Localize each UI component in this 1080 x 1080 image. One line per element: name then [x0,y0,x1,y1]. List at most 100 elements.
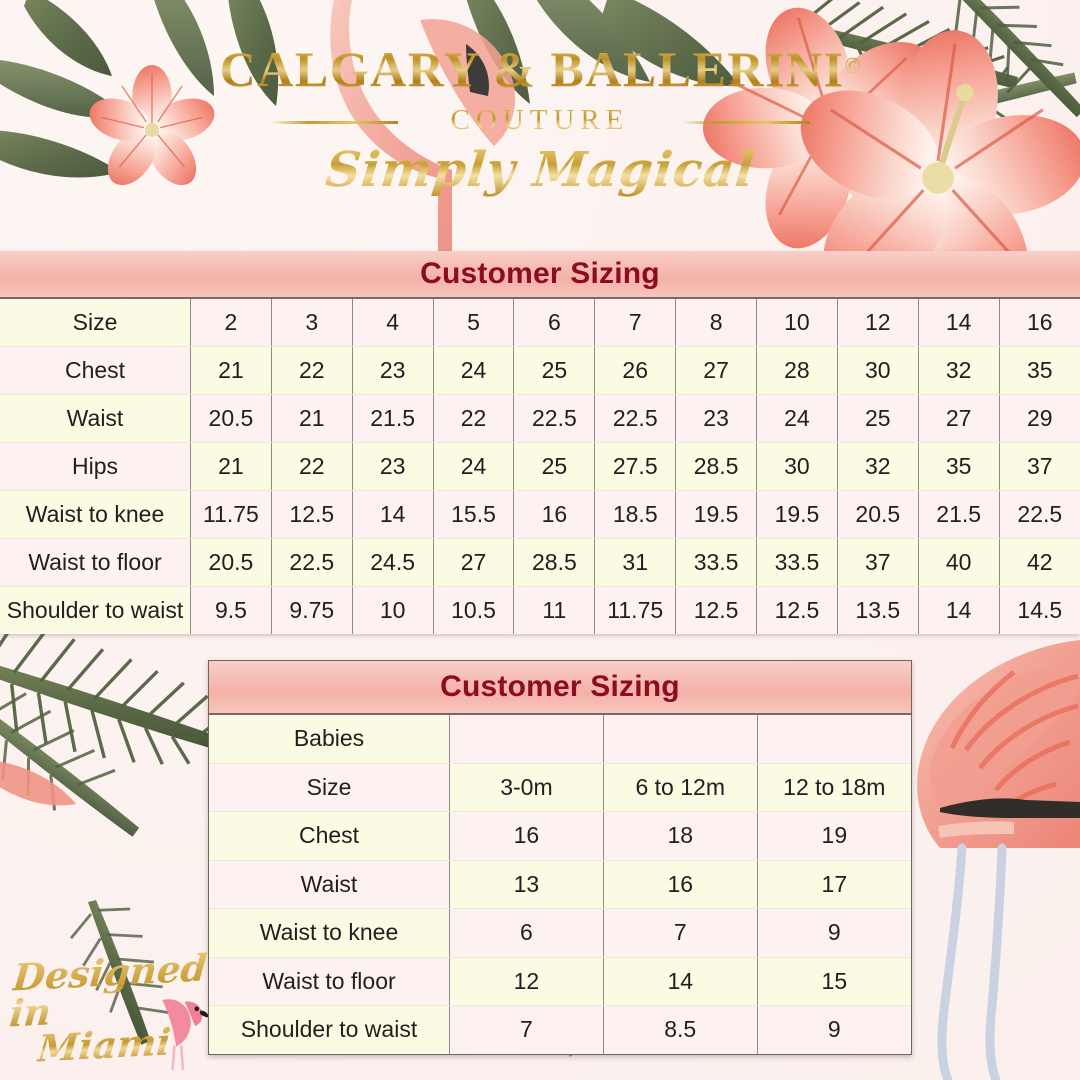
table-cell: 11.75 [190,490,272,539]
brand-subtitle: COUTURE [450,104,630,136]
table-cell [603,715,758,764]
table-cell: 24 [433,346,515,395]
table-cell: 14 [918,299,1000,347]
table-cell: 3-0m [449,763,604,812]
row-label: Chest [209,811,450,861]
table-cell [449,715,604,764]
table-cell: 37 [999,442,1080,491]
brand-tagline: Simply Magical [323,142,758,198]
table-row: Chest 16 18 19 [209,811,911,861]
table-cell: 9 [757,1005,911,1054]
table-cell: 23 [675,394,758,443]
table-row: Waist to floor 12 14 15 [209,957,911,1006]
table-cell: 22.5 [999,490,1080,539]
table-cell: 13.5 [837,586,919,634]
table-cell: 11.75 [594,586,677,634]
row-label: Waist to floor [209,957,450,1006]
table-cell: 22.5 [513,394,596,443]
table-row: Babies [209,715,911,764]
table-cell: 16 [999,299,1080,347]
brand-header: CALGARY & BALLERINI© COUTURE Simply Magi… [0,0,1080,250]
table-cell: 21.5 [918,490,1000,539]
table-cell: 20.5 [837,490,919,539]
table-cell: 7 [603,908,758,958]
couture-row: COUTURE [0,104,1080,138]
table-cell: 21 [190,346,272,395]
row-label: Hips [0,442,191,491]
table-cell: 19.5 [756,490,838,539]
row-label: Shoulder to waist [209,1005,450,1054]
table-cell: 11 [513,586,596,634]
table-row: Waist to knee 6 7 9 [209,908,911,958]
divider-rule-left [270,121,398,124]
table-cell: 20.5 [190,538,272,587]
table-cell: 14 [603,957,758,1006]
table-cell: 35 [999,346,1080,395]
table-cell: 28 [756,346,838,395]
table-cell: 28.5 [675,442,758,491]
table-cell: 6 to 12m [603,763,758,812]
divider-rule-right [682,121,810,124]
table-cell: 13 [449,860,604,909]
table-row: Size 2 3 4 5 6 7 8 10 12 14 16 [0,299,1080,347]
row-label: Babies [209,715,450,764]
table-cell: 5 [433,299,515,347]
table-cell: 23 [352,346,434,395]
table-cell: 15.5 [433,490,515,539]
table-cell: 16 [449,811,604,861]
table-cell: 33.5 [675,538,758,587]
main-sizing-table: Customer Sizing Size 2 3 4 5 6 7 8 10 12 14 16 Chest… [0,251,1080,634]
table-cell: 32 [918,346,1000,395]
table-cell: 21 [190,442,272,491]
table-cell: 27 [433,538,515,587]
table-row: Shoulder to waist 9.5 9.75 10 10.5 11 11.75 12.… [0,586,1080,634]
table-cell: 31 [594,538,677,587]
brand-tagline-wrap: Simply Magical [0,138,1080,198]
row-label: Waist to knee [209,908,450,958]
table-cell: 10.5 [433,586,515,634]
brand-name: CALGARY & BALLERINI© [220,44,861,94]
flamingo-bottom-right [917,640,1080,1080]
table-row: Waist 20.5 21 21.5 22 22.5 22.5 23 24 25 27 29 [0,394,1080,443]
table-cell: 9 [757,908,911,958]
table-cell: 14.5 [999,586,1080,634]
table-cell: 25 [837,394,919,443]
table-cell: 23 [352,442,434,491]
table-cell: 25 [513,442,596,491]
table-cell: 2 [190,299,272,347]
table-cell: 37 [837,538,919,587]
table-cell: 19 [757,811,911,861]
table-row: Shoulder to waist 7 8.5 9 [209,1005,911,1054]
table-cell: 35 [918,442,1000,491]
row-label: Waist to floor [0,538,191,587]
brand-tagline-text: Simply Magical [322,142,758,198]
table-cell: 12 to 18m [757,763,911,812]
table-cell: 25 [513,346,596,395]
row-label: Size [0,299,191,347]
table-row: Waist to floor 20.5 22.5 24.5 27 28.5 31 33.5 33… [0,538,1080,587]
table-cell: 21 [271,394,353,443]
table-cell: 12.5 [675,586,758,634]
babies-table-title: Customer Sizing [209,661,911,715]
table-cell: 42 [999,538,1080,587]
table-cell: 17 [757,860,911,909]
table-cell: 27 [918,394,1000,443]
table-row: Hips 21 22 23 24 25 27.5 28.5 30 32 35 37 [0,442,1080,491]
table-cell: 22 [271,442,353,491]
registered-mark: © [844,53,861,77]
table-cell: 14 [352,490,434,539]
table-cell: 10 [352,586,434,634]
table-cell: 18.5 [594,490,677,539]
table-cell: 6 [449,908,604,958]
table-row: Waist to knee 11.75 12.5 14 15.5 16 18.5 19.5 19… [0,490,1080,539]
table-cell: 3 [271,299,353,347]
row-label: Waist [209,860,450,909]
flamingo-beak-bottom-left [0,761,76,806]
table-cell: 12.5 [271,490,353,539]
table-cell: 22.5 [271,538,353,587]
table-cell: 10 [756,299,838,347]
babies-table-grid: Babies Size 3-0m 6 to 12m 12 to 18m Chest 16 18… [209,715,911,1054]
table-row: Waist 13 16 17 [209,860,911,909]
table-cell: 22 [433,394,515,443]
